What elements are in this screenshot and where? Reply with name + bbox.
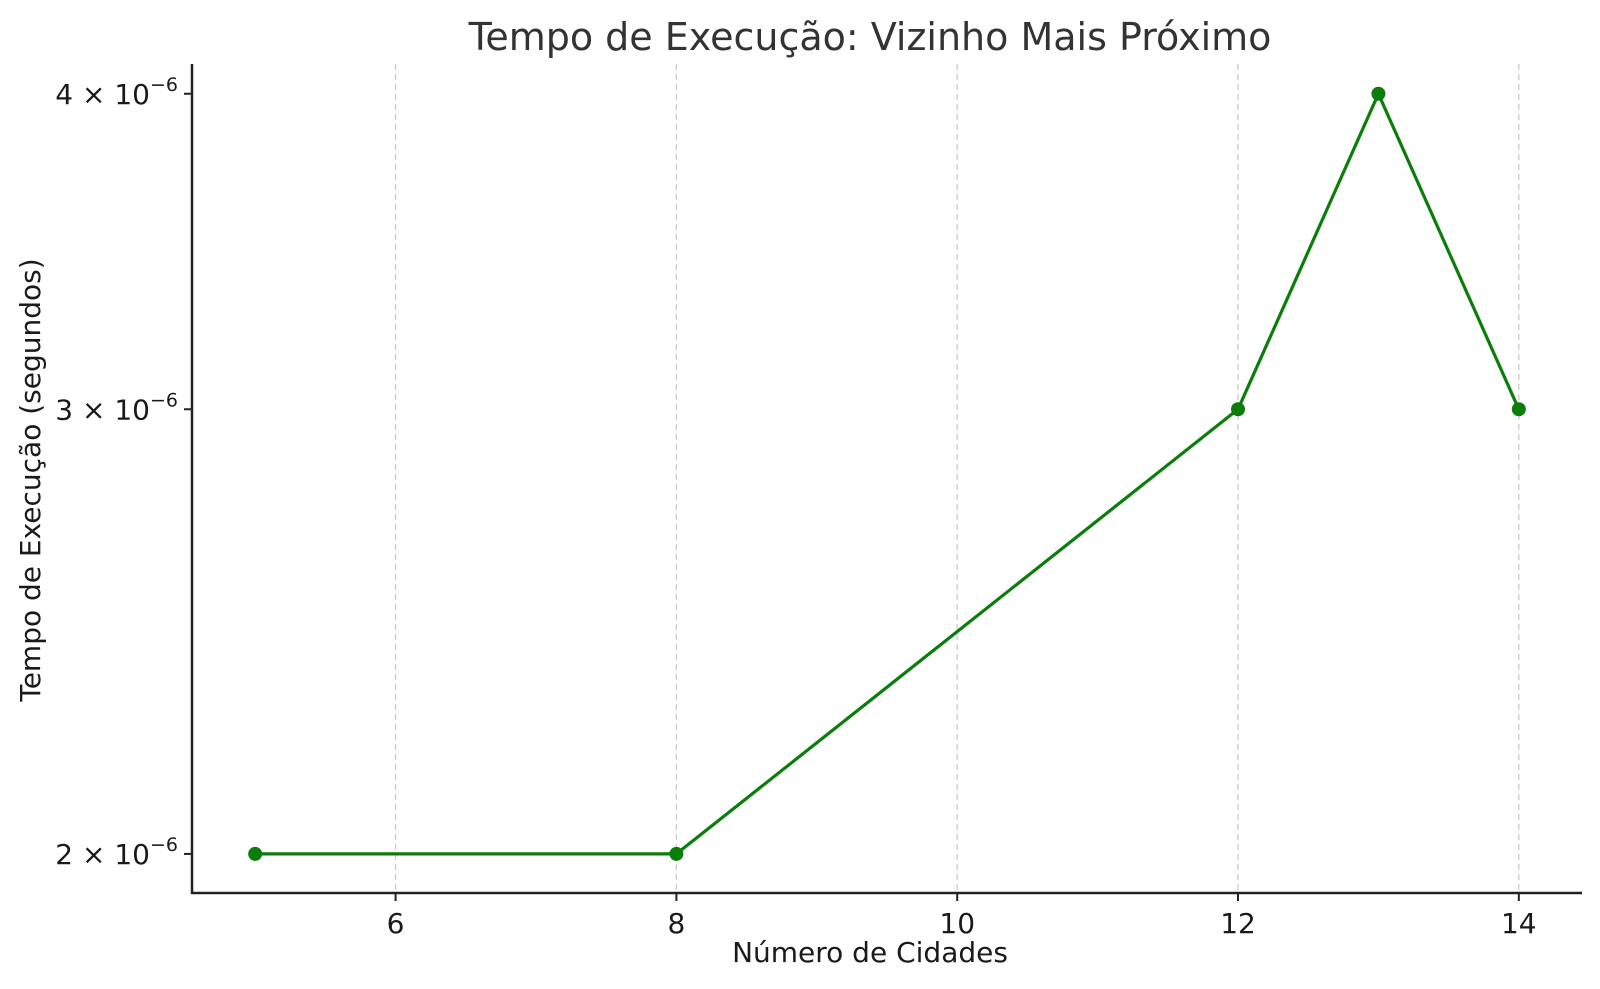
chart-title: Tempo de Execução: Vizinho Mais Próximo <box>468 15 1272 59</box>
x-tick-label-8: 8 <box>667 907 685 940</box>
x-tick-label-10: 10 <box>939 907 975 940</box>
x-tick-label-14: 14 <box>1501 907 1537 940</box>
data-point-13 <box>1371 86 1386 101</box>
grid-layer <box>394 64 1520 893</box>
data-point-12 <box>1231 402 1246 417</box>
data-point-8 <box>669 846 684 861</box>
series-layer <box>248 86 1526 861</box>
y-tick-label-3: 3 × 10−6 <box>55 389 178 426</box>
y-axis-label: Tempo de Execução (segundos) <box>14 258 47 702</box>
series-line-0 <box>255 92 1521 856</box>
data-point-5 <box>248 846 263 861</box>
data-point-14 <box>1511 402 1526 417</box>
axes-layer <box>190 64 1582 895</box>
ticks-layer: 6 8 10 12 14 2 × 10−6 3 × 10−6 4 × 10−6 <box>55 74 1536 940</box>
x-axis-label: Número de Cidades <box>732 936 1008 969</box>
x-tick-label-6: 6 <box>387 907 405 940</box>
y-tick-label-4: 4 × 10−6 <box>55 74 178 111</box>
x-tick-label-12: 12 <box>1220 907 1256 940</box>
y-tick-label-2: 2 × 10−6 <box>55 834 178 871</box>
